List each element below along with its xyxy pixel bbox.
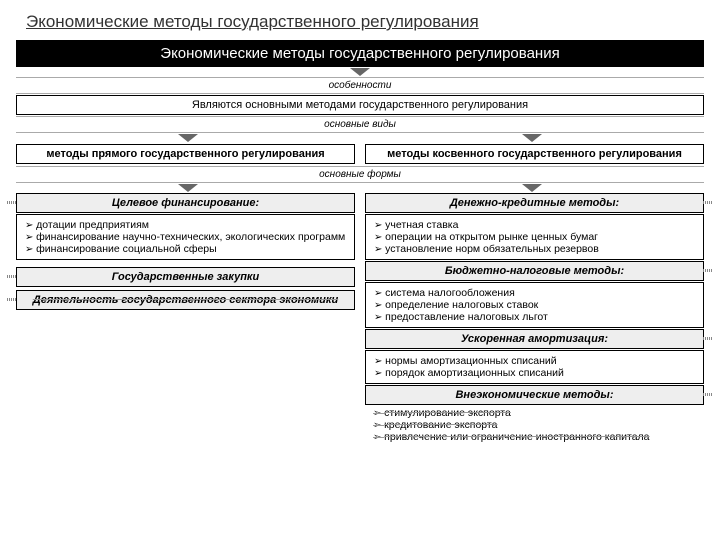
list-item: порядок амортизационных списаний bbox=[374, 367, 695, 379]
label-types: основные виды bbox=[16, 116, 704, 133]
list-targeted-financing: дотации предприятиям финансирование науч… bbox=[16, 214, 355, 260]
list-fiscal: система налогообложения определение нало… bbox=[365, 282, 704, 328]
list-item: кредитование экспорта bbox=[373, 419, 696, 431]
list-depreciation: нормы амортизационных списаний порядок а… bbox=[365, 350, 704, 384]
label-forms: основные формы bbox=[16, 166, 704, 183]
section-state-sector: Деятельность государственного сектора эк… bbox=[16, 290, 355, 310]
section-procurement: Государственные закупки bbox=[16, 267, 355, 287]
arrow-icon bbox=[350, 68, 370, 76]
list-item: финансирование социальной сферы bbox=[25, 243, 346, 255]
arrow-icon bbox=[178, 134, 198, 142]
arrow-icon bbox=[522, 184, 542, 192]
arrow-icon bbox=[522, 134, 542, 142]
left-column: Целевое финансирование: дотации предприя… bbox=[16, 193, 355, 445]
list-item: система налогообложения bbox=[374, 287, 695, 299]
list-item: дотации предприятиям bbox=[25, 219, 346, 231]
list-item: нормы амортизационных списаний bbox=[374, 355, 695, 367]
section-fiscal: Бюджетно-налоговые методы: bbox=[365, 261, 704, 281]
list-item: стимулирование экспорта bbox=[373, 407, 696, 419]
list-item: привлечение или ограничение иностранного… bbox=[373, 431, 696, 443]
list-item: предоставление налоговых льгот bbox=[374, 311, 695, 323]
type-left: методы прямого государственного регулиро… bbox=[16, 144, 355, 164]
list-external: стимулирование экспорта кредитование экс… bbox=[365, 405, 704, 445]
section-external: Внеэкономические методы: bbox=[365, 385, 704, 405]
list-item: финансирование научно-технических, эколо… bbox=[25, 231, 346, 243]
arrow-icon bbox=[178, 184, 198, 192]
type-right: методы косвенного государственного регул… bbox=[365, 144, 704, 164]
right-column: Денежно-кредитные методы: учетная ставка… bbox=[365, 193, 704, 445]
section-monetary: Денежно-кредитные методы: bbox=[365, 193, 704, 213]
section-depreciation: Ускоренная амортизация: bbox=[365, 329, 704, 349]
list-item: учетная ставка bbox=[374, 219, 695, 231]
features-box: Являются основными методами государствен… bbox=[16, 95, 704, 115]
list-item: установление норм обязательных резервов bbox=[374, 243, 695, 255]
list-monetary: учетная ставка операции на открытом рынк… bbox=[365, 214, 704, 260]
label-features: особенности bbox=[16, 77, 704, 94]
list-item: операции на открытом рынке ценных бумаг bbox=[374, 231, 695, 243]
main-header: Экономические методы государственного ре… bbox=[16, 40, 704, 67]
page-title: Экономические методы государственного ре… bbox=[16, 12, 704, 32]
list-item: определение налоговых ставок bbox=[374, 299, 695, 311]
section-targeted-financing: Целевое финансирование: bbox=[16, 193, 355, 213]
